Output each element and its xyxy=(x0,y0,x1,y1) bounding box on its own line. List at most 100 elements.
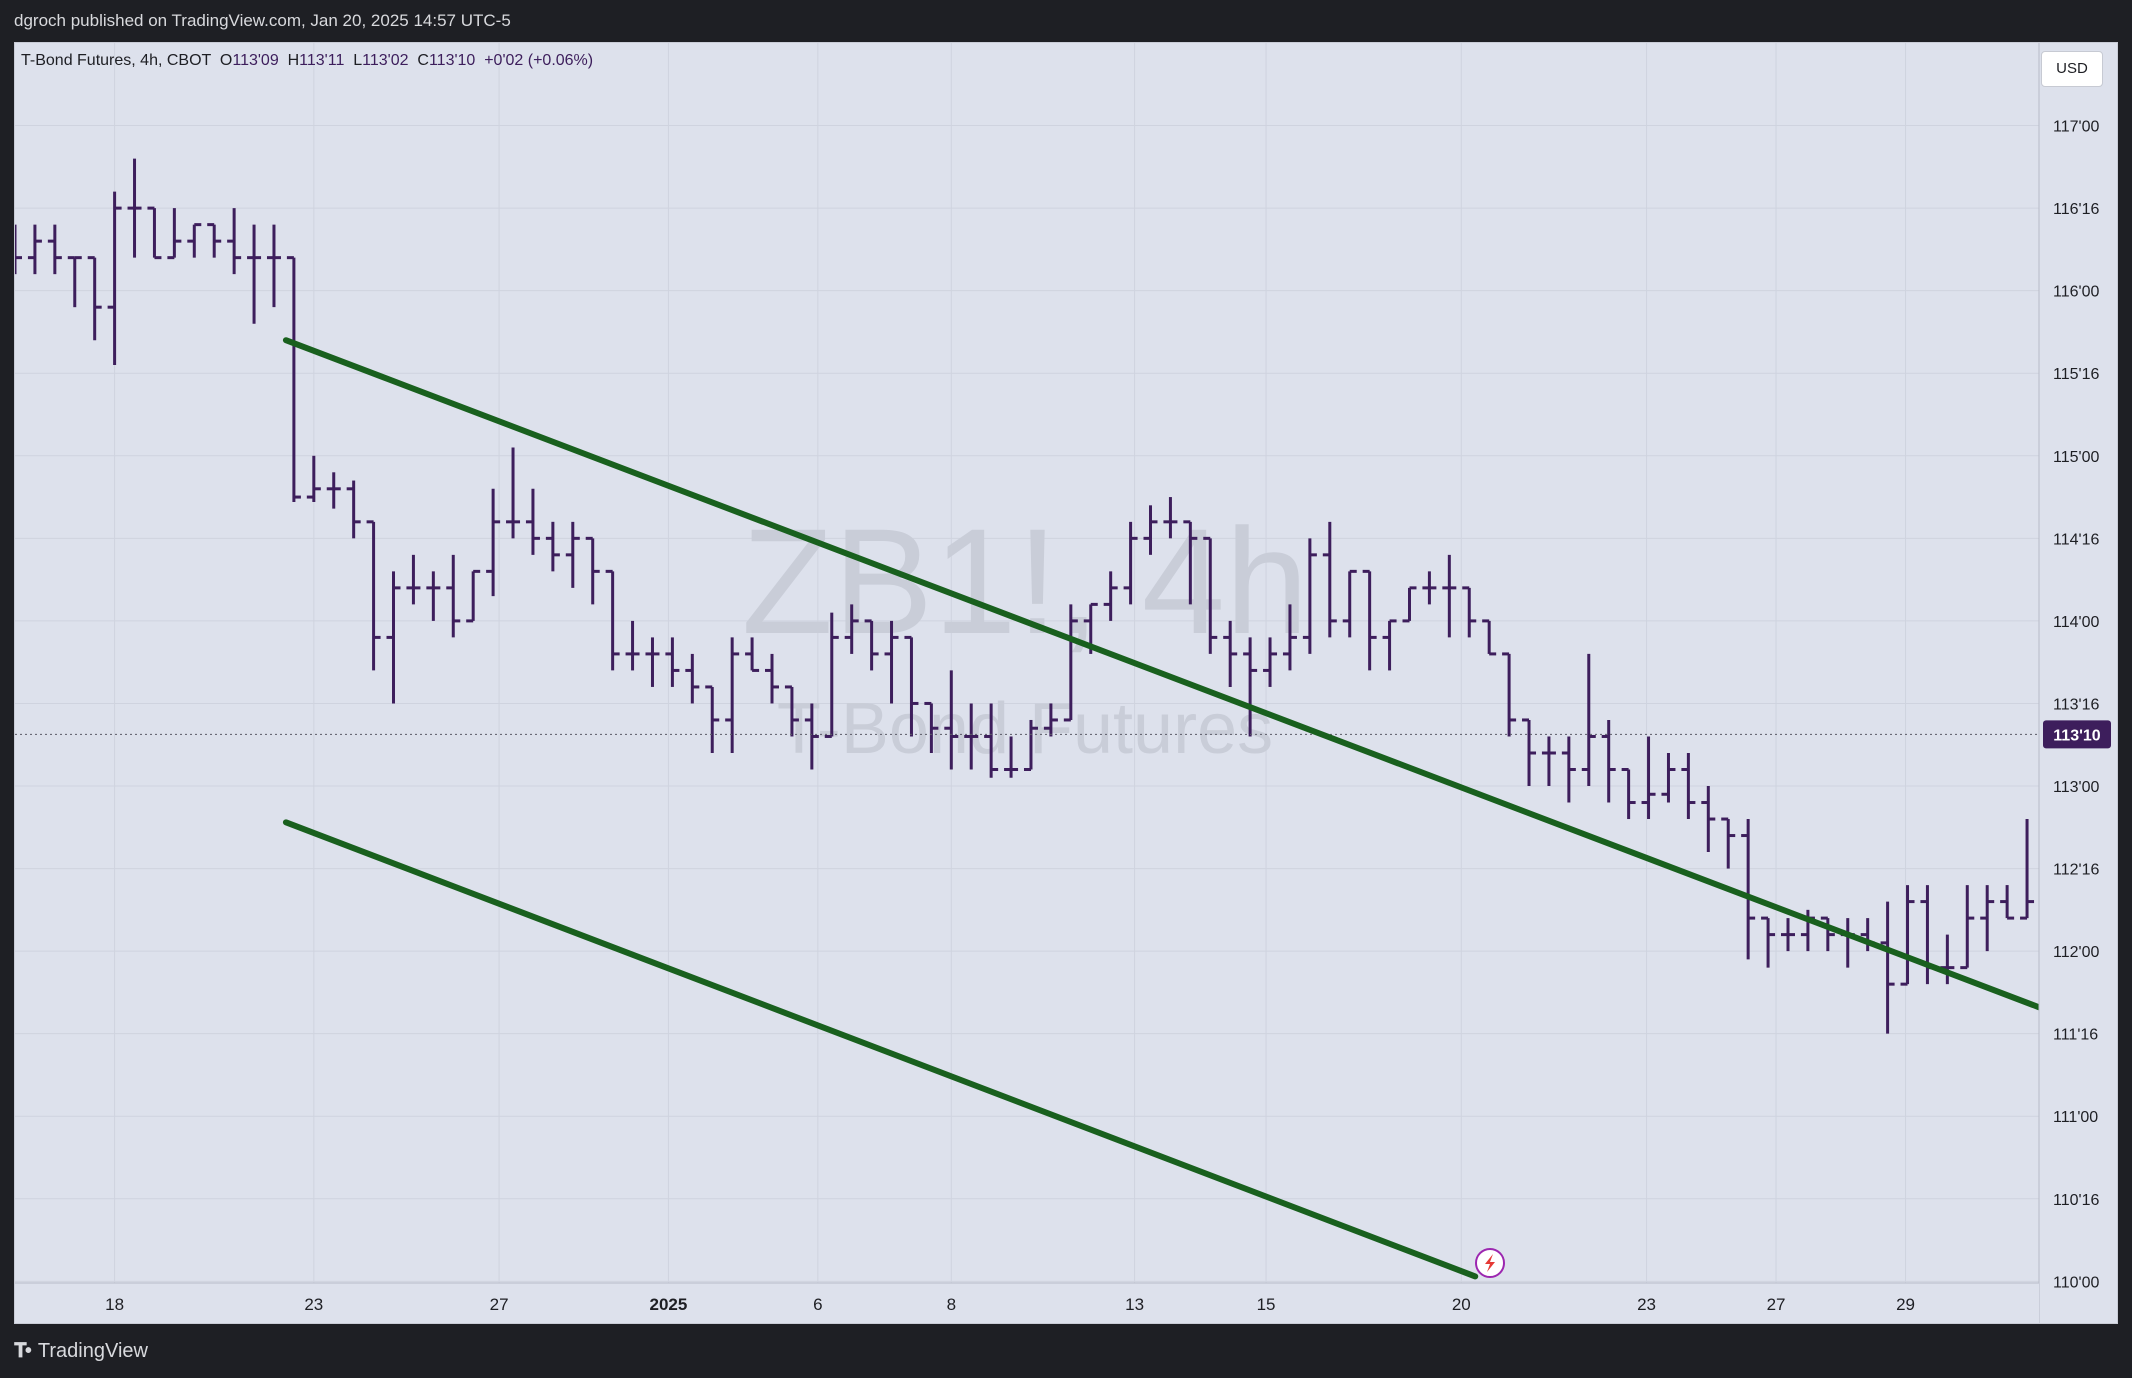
y-tick-label: 111'16 xyxy=(2053,1027,2098,1044)
y-tick-label: 116'00 xyxy=(2053,284,2099,301)
ohlc-bar xyxy=(645,637,660,687)
x-tick-label: 13 xyxy=(1125,1295,1144,1314)
ohlc-bar xyxy=(545,521,560,572)
ohlc-bar xyxy=(47,224,62,275)
y-tick-label: 113'16 xyxy=(2053,696,2099,713)
tradingview-logo[interactable]: 𝐓• TradingView xyxy=(14,1338,148,1364)
legend-h-value: 113'11 xyxy=(299,52,353,69)
ohlc-bar xyxy=(1780,918,1795,952)
ohlc-bar xyxy=(326,472,341,509)
x-tick-label: 6 xyxy=(813,1295,822,1314)
currency-button[interactable]: USD xyxy=(2041,51,2103,87)
ohlc-bar xyxy=(1701,786,1716,853)
ohlc-bar xyxy=(984,703,999,778)
ohlc-bar xyxy=(87,256,102,341)
ohlc-bar xyxy=(1163,497,1178,539)
y-tick-label: 113'00 xyxy=(2053,779,2099,796)
ohlc-bar xyxy=(1820,916,1835,952)
alert-icon-bolt xyxy=(1485,1254,1495,1272)
y-tick-label: 110'00 xyxy=(2053,1274,2099,1291)
ohlc-bar xyxy=(1442,554,1457,638)
legend-symbol-name: T-Bond Futures, 4h, CBOT xyxy=(21,52,220,69)
ohlc-bar xyxy=(685,653,700,704)
ohlc-bar xyxy=(1741,819,1756,960)
tradingview-brand: TradingView xyxy=(37,1339,148,1362)
ohlc-bar xyxy=(366,520,381,671)
y-tick-label: 112'16 xyxy=(2053,862,2099,879)
trendlines xyxy=(282,337,2042,1280)
ohlc-bar xyxy=(525,488,540,555)
chart-frame[interactable]: ZB1!, 4h T-Bond Futures 117'00 116'16 116'0… xyxy=(14,42,2118,1324)
ohlc-bar xyxy=(585,536,600,605)
x-tick-label: 29 xyxy=(1896,1295,1915,1314)
ohlc-bar xyxy=(286,256,301,503)
ohlc-bar xyxy=(2000,885,2015,920)
watermark-symbol: ZB1!, 4h xyxy=(742,497,1309,665)
ohlc-bar xyxy=(266,224,281,308)
ohlc-bar xyxy=(1900,885,1915,986)
y-tick-label: 116'16 xyxy=(2053,201,2099,218)
time-axis-bg xyxy=(15,1283,2039,1323)
ohlc-bar xyxy=(1581,653,1596,787)
publisher-line: dgroch published on TradingView.com, Jan… xyxy=(0,0,2132,42)
alert-bolt-icon xyxy=(1475,1248,1505,1278)
legend-c-value: 113'10 xyxy=(429,52,484,69)
ohlc-bar xyxy=(1641,736,1656,820)
ohlc-bar xyxy=(765,653,780,704)
ohlc-bar xyxy=(247,224,262,324)
x-tick-label: 15 xyxy=(1257,1295,1276,1314)
x-tick-label: 23 xyxy=(1637,1295,1656,1314)
ohlc-bar xyxy=(1721,817,1736,869)
ohlc-bar xyxy=(1840,918,1855,968)
ohlc-bar xyxy=(2020,819,2035,920)
ohlc-bar xyxy=(864,619,879,671)
last-price-label: 113'10 xyxy=(2053,727,2101,744)
x-tick-label: 18 xyxy=(105,1295,124,1314)
ohlc-bar xyxy=(665,637,680,687)
ohlc-bar xyxy=(1761,916,1776,968)
price-bars xyxy=(15,158,2114,1034)
ohlc-bar xyxy=(1422,571,1437,605)
ohlc-bar xyxy=(1063,604,1078,722)
last-price-badge-bg xyxy=(2043,720,2111,749)
legend-o-label: O xyxy=(220,52,232,69)
ohlc-chart[interactable]: ZB1!, 4h T-Bond Futures 117'00 116'16 116'0… xyxy=(15,43,2117,1323)
ohlc-bar xyxy=(486,488,501,597)
ohlc-bar xyxy=(227,208,242,275)
ohlc-bar xyxy=(506,447,521,539)
ohlc-bar xyxy=(565,521,580,588)
ohlc-bar xyxy=(1601,719,1616,803)
x-tick-label: 23 xyxy=(304,1295,323,1314)
ohlc-bar xyxy=(1203,536,1218,654)
ohlc-bar xyxy=(1302,538,1317,654)
x-tick-label: 8 xyxy=(947,1295,956,1314)
ohlc-bar xyxy=(745,637,760,672)
y-tick-label: 114'00 xyxy=(2053,614,2099,631)
ohlc-bar xyxy=(1462,586,1477,638)
symbol-legend-text: T-Bond Futures, 4h, CBOT O113'09 H113'11… xyxy=(21,52,593,69)
ohlc-bar xyxy=(446,554,461,638)
ohlc-bar xyxy=(1123,521,1138,605)
y-tick-label: 114'16 xyxy=(2053,531,2099,548)
ohlc-bar xyxy=(1402,586,1417,623)
ohlc-bar xyxy=(426,571,441,621)
y-tick-label: 117'00 xyxy=(2053,119,2099,136)
ohlc-bar xyxy=(824,612,839,738)
ohlc-bar xyxy=(1621,767,1636,820)
ohlc-bar xyxy=(107,191,122,365)
ohlc-bar xyxy=(1282,604,1297,671)
ohlc-bar xyxy=(725,637,740,753)
ohlc-bar xyxy=(1482,619,1497,656)
ohlc-bar xyxy=(167,208,182,260)
ohlc-bar xyxy=(1541,736,1556,787)
ohlc-bar xyxy=(1661,752,1676,803)
ohlc-bar xyxy=(187,223,202,258)
ohlc-bar xyxy=(884,620,899,704)
ohlc-bar xyxy=(1960,885,1975,970)
axes: 117'00 116'16 116'00 115'16 115'00 114'16 114'… xyxy=(15,43,2117,1323)
last-price-badge: 113'10 xyxy=(2043,720,2111,749)
ohlc-bar xyxy=(1382,619,1397,671)
ohlc-bar xyxy=(1043,703,1058,737)
y-tick-label: 115'16 xyxy=(2053,366,2099,383)
ohlc-bar xyxy=(1243,637,1258,737)
